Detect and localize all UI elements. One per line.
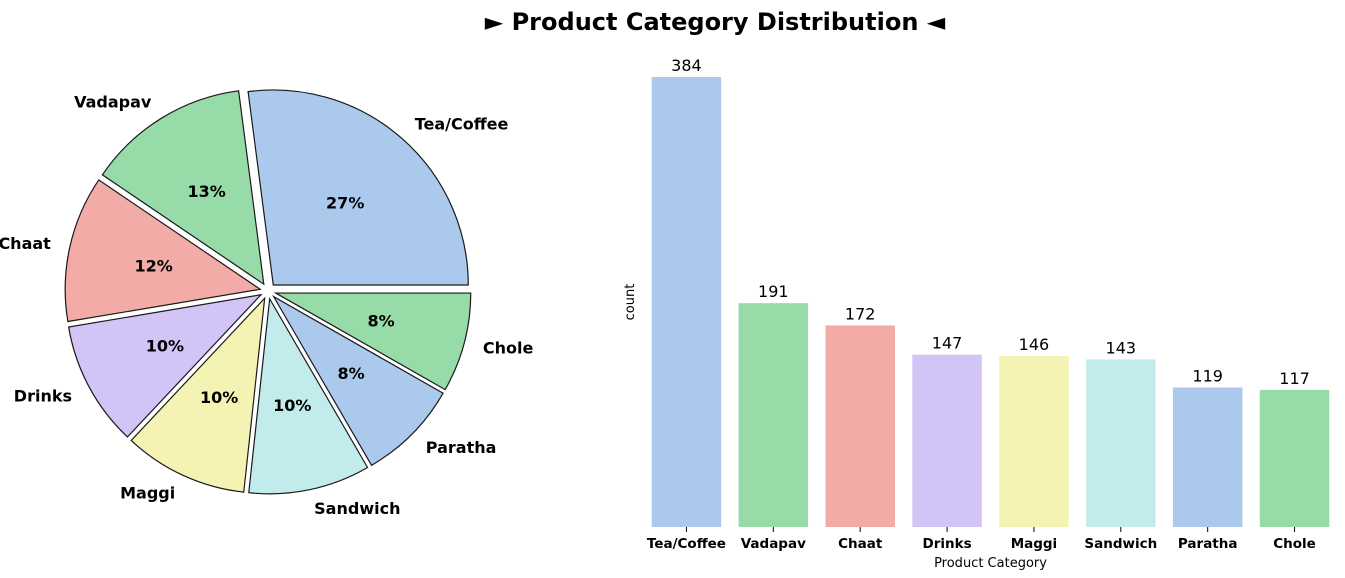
pie-slice-label: Tea/Coffee — [415, 114, 509, 133]
pie-slice-label: Vadapav — [74, 92, 152, 111]
bar-value-label: 384 — [671, 56, 702, 75]
pie-slice-label: Paratha — [426, 438, 497, 457]
bar-value-label: 191 — [758, 282, 789, 301]
bar-chart: 384 Tea/Coffee 191 Vadapav 172 Chaat 147 Drinks… — [623, 56, 1330, 571]
pie-chart: Tea/Coffee 27% Vadapav 13% Chaat 12% Drinks 10%… — [0, 89, 534, 518]
pie-slice-percent: 27% — [326, 194, 364, 213]
bar-value-label: 147 — [932, 334, 963, 353]
pie-slice-percent: 10% — [146, 337, 184, 356]
x-tick-label: Maggi — [1011, 536, 1058, 552]
pie-slice-label: Chole — [483, 338, 534, 357]
pie-slice — [64, 179, 262, 323]
bar — [912, 354, 982, 527]
pie-slice — [248, 296, 369, 495]
bar — [1259, 389, 1330, 527]
pie-slice — [67, 293, 263, 438]
x-tick-label: Chole — [1273, 536, 1316, 552]
pie-slice-percent: 12% — [135, 257, 173, 276]
x-axis-label: Product Category — [934, 556, 1047, 571]
chart-title: ► Product Category Distribution ◄ — [484, 8, 946, 36]
x-tick-label: Tea/Coffee — [647, 536, 726, 552]
pie-slice-percent: 13% — [187, 182, 225, 201]
pie-slice-label: Chaat — [0, 234, 51, 253]
pie-slice-label: Maggi — [120, 484, 175, 503]
bar — [651, 77, 722, 527]
bar-value-label: 117 — [1279, 369, 1310, 388]
pie-slice — [272, 295, 444, 467]
x-tick-label: Chaat — [838, 536, 883, 552]
bar-value-label: 143 — [1106, 338, 1137, 357]
pie-slice-percent: 10% — [200, 388, 238, 407]
bar — [999, 355, 1069, 527]
bar — [825, 325, 895, 527]
bar-value-label: 172 — [845, 304, 876, 323]
x-tick-label: Vadapav — [741, 536, 806, 552]
bar-value-label: 119 — [1192, 367, 1223, 386]
x-tick-label: Sandwich — [1084, 536, 1157, 552]
bar — [1086, 359, 1156, 527]
pie-slice-percent: 8% — [368, 311, 395, 330]
pie-slice-label: Sandwich — [314, 499, 400, 518]
bar — [1172, 387, 1243, 527]
pie-slice — [101, 90, 265, 286]
pie-slice-percent: 8% — [337, 364, 364, 383]
y-axis-label: count — [623, 284, 638, 321]
pie-slice — [273, 292, 472, 391]
x-tick-label: Paratha — [1178, 536, 1238, 552]
bar — [738, 303, 809, 527]
pie-slice — [130, 296, 266, 493]
pie-slice-percent: 10% — [273, 396, 311, 415]
pie-slice-label: Drinks — [14, 386, 72, 405]
bar-value-label: 146 — [1019, 335, 1050, 354]
x-tick-label: Drinks — [923, 536, 972, 552]
pie-slice — [247, 89, 469, 286]
